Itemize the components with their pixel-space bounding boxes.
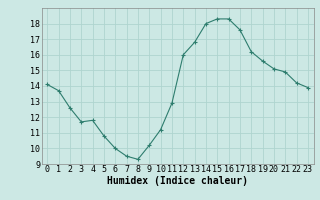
X-axis label: Humidex (Indice chaleur): Humidex (Indice chaleur)	[107, 176, 248, 186]
